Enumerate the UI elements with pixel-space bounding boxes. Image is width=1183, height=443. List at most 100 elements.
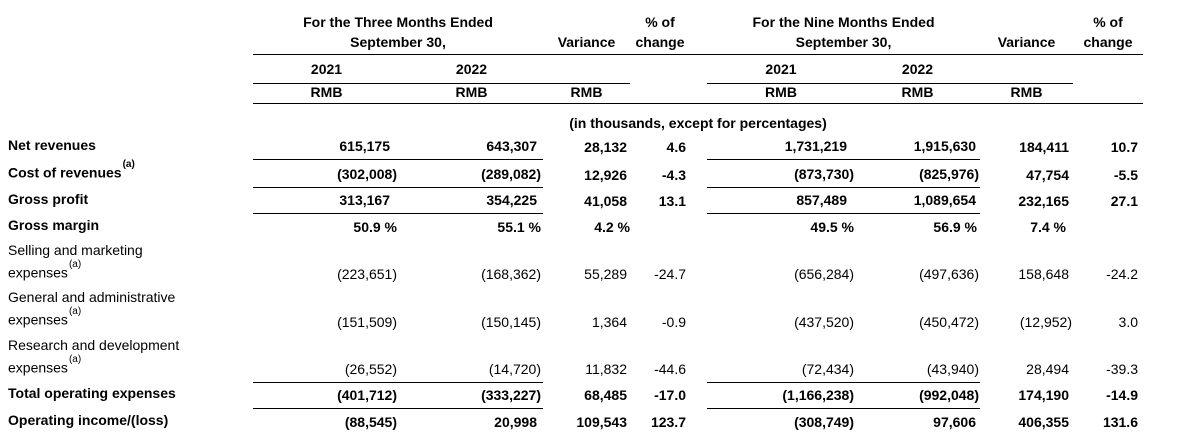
cell-nine-months-2022: 97,606: [933, 414, 976, 431]
cell-nine-months-2021: (437,520): [794, 313, 854, 330]
cell-three-months-pct-change: -44.6: [654, 361, 686, 378]
spacer-cell: [690, 382, 707, 408]
cell-nine-months-variance: 174,190: [1018, 387, 1069, 404]
header-row-period-titles: For the Three Months Ended % of For the …: [0, 8, 1143, 34]
cell-three-months-variance: 28,132: [584, 138, 627, 155]
cell-three-months-2022: 643,307: [400, 133, 543, 160]
cell-nine-months-variance: 184,411: [1019, 138, 1069, 155]
spacer-cell: [690, 287, 707, 335]
col-header-nine-months-title: For the Nine Months Ended: [752, 14, 935, 30]
cell-nine-months-2022: 1,089,654: [855, 187, 980, 214]
cell-nine-months-pct-change: 10.7: [1110, 138, 1138, 155]
units-note: (in thousands, except for percentages): [569, 114, 827, 131]
row-label: Operating income/(loss): [8, 412, 169, 429]
row-label: Gross profit: [8, 190, 89, 207]
cell-nine-months-pct-change: -39.3: [1106, 361, 1138, 378]
cell-three-months-variance: 41,058: [584, 192, 627, 209]
currency-header: RMB: [855, 83, 980, 104]
cell-three-months-2022: (289,082): [400, 159, 543, 188]
table-row: General and administrative expenses(a) (15…: [0, 287, 1143, 335]
spacer-cell: [690, 214, 707, 240]
spacer-cell: [690, 8, 707, 34]
spacer-cell: [543, 54, 630, 84]
cell-nine-months-variance: 232,165: [1018, 192, 1069, 209]
header-row-currency: RMB RMB RMB RMB RMB RMB: [0, 83, 1143, 104]
spacer-cell: [630, 55, 690, 84]
cell-three-months-variance: 11,832: [585, 361, 627, 378]
col-header-change: change: [630, 34, 690, 55]
cell-nine-months-2022: (825,976): [855, 159, 980, 188]
table-row: Gross margin 50.9 % 55.1 % 4.2 % 49.5 % 56.9 …: [0, 214, 1143, 240]
spacer-cell: [980, 54, 1073, 84]
row-label: Net revenues: [8, 136, 96, 153]
spacer-cell: [690, 55, 707, 84]
col-header-variance: Variance: [980, 34, 1073, 55]
cell-nine-months-2022: 1,915,630: [855, 133, 980, 160]
spacer-cell: [690, 160, 707, 188]
table-row: Operating income/(loss) (88,545) 20,998 109…: [0, 408, 1143, 435]
spacer-cell: [690, 34, 707, 55]
cell-three-months-2021: 313,167: [253, 187, 400, 214]
cell-nine-months-2021: 857,489: [707, 187, 855, 214]
cell-three-months-2021: (223,651): [337, 266, 397, 283]
cell-three-months-2022: 354,225: [400, 187, 543, 214]
cell-three-months-variance: 4.2 %: [594, 218, 630, 235]
row-label: Selling and marketing expenses(a): [8, 241, 143, 281]
cell-three-months-2022: (150,145): [481, 313, 541, 330]
cell-nine-months-2022: (497,636): [919, 266, 979, 283]
cell-three-months-variance: 55,289: [584, 266, 627, 283]
cell-three-months-variance: 109,543: [576, 414, 627, 431]
spacer-cell: [980, 8, 1073, 34]
spacer-cell: [543, 8, 630, 34]
spacer-cell: [690, 134, 707, 160]
currency-header: RMB: [707, 83, 855, 104]
footnote-marker: (a): [68, 258, 82, 270]
spacer-cell: [0, 55, 253, 84]
currency-header: RMB: [253, 83, 400, 104]
cell-three-months-pct-change: 123.7: [650, 414, 686, 431]
currency-header: RMB: [543, 83, 630, 104]
currency-header: RMB: [400, 83, 543, 104]
spacer-cell: [1073, 55, 1143, 84]
year-header-2021: 2021: [707, 54, 855, 84]
currency-header: RMB: [980, 83, 1073, 104]
cell-three-months-2021: 50.9 %: [353, 218, 397, 235]
col-header-pct-of: % of: [645, 14, 675, 30]
cell-nine-months-variance: 158,648: [1018, 266, 1069, 283]
cell-three-months-variance: 1,364: [591, 313, 627, 330]
cell-three-months-2022: (333,227): [400, 382, 543, 409]
cell-three-months-2021: (88,545): [344, 414, 397, 431]
cell-nine-months-2021: (72,434): [707, 334, 855, 383]
cell-three-months-pct-change: -4.3: [661, 166, 686, 183]
col-header-nine-months-date: September 30,: [707, 34, 980, 55]
year-header-2022: 2022: [855, 54, 980, 84]
cell-three-months-pct-change: -24.7: [654, 266, 686, 283]
cell-nine-months-pct-change: -14.9: [1106, 387, 1138, 404]
footnote-marker: (a): [68, 306, 82, 318]
col-header-pct-of: % of: [1093, 14, 1123, 30]
spacer-cell: [0, 34, 253, 55]
cell-nine-months-2022: (450,472): [919, 313, 979, 330]
spacer-cell: [690, 408, 707, 435]
cell-three-months-2021: (401,712): [253, 382, 400, 409]
cell-three-months-2022: 20,998: [494, 414, 537, 431]
spacer-cell: [630, 83, 690, 104]
cell-three-months-variance: 68,485: [584, 387, 627, 404]
cell-three-months-variance: 12,926: [584, 166, 627, 183]
cell-nine-months-2021: (656,284): [794, 266, 854, 283]
spacer-cell: [690, 240, 707, 288]
cell-three-months-pct-change: [630, 214, 690, 240]
cell-nine-months-2022: (992,048): [855, 382, 980, 409]
cell-nine-months-variance: 7.4 %: [1030, 218, 1066, 235]
cell-three-months-2021: 615,175: [253, 133, 400, 160]
cell-three-months-2022: 55.1 %: [497, 218, 541, 235]
header-row-dates: September 30, Variance change September …: [0, 34, 1143, 55]
cell-three-months-pct-change: 4.6: [666, 138, 686, 155]
income-statement-table: For the Three Months Ended % of For the …: [0, 8, 1143, 435]
col-header-change: change: [1073, 34, 1143, 55]
table-row: Gross profit 313,167 354,225 41,058 13.1 857,…: [0, 187, 1143, 214]
header-row-units-note: (in thousands, except for percentages): [0, 104, 1143, 134]
cell-nine-months-variance: (12,952): [1019, 313, 1072, 330]
cell-nine-months-pct-change: -24.2: [1106, 266, 1138, 283]
spacer-cell: [690, 83, 707, 104]
